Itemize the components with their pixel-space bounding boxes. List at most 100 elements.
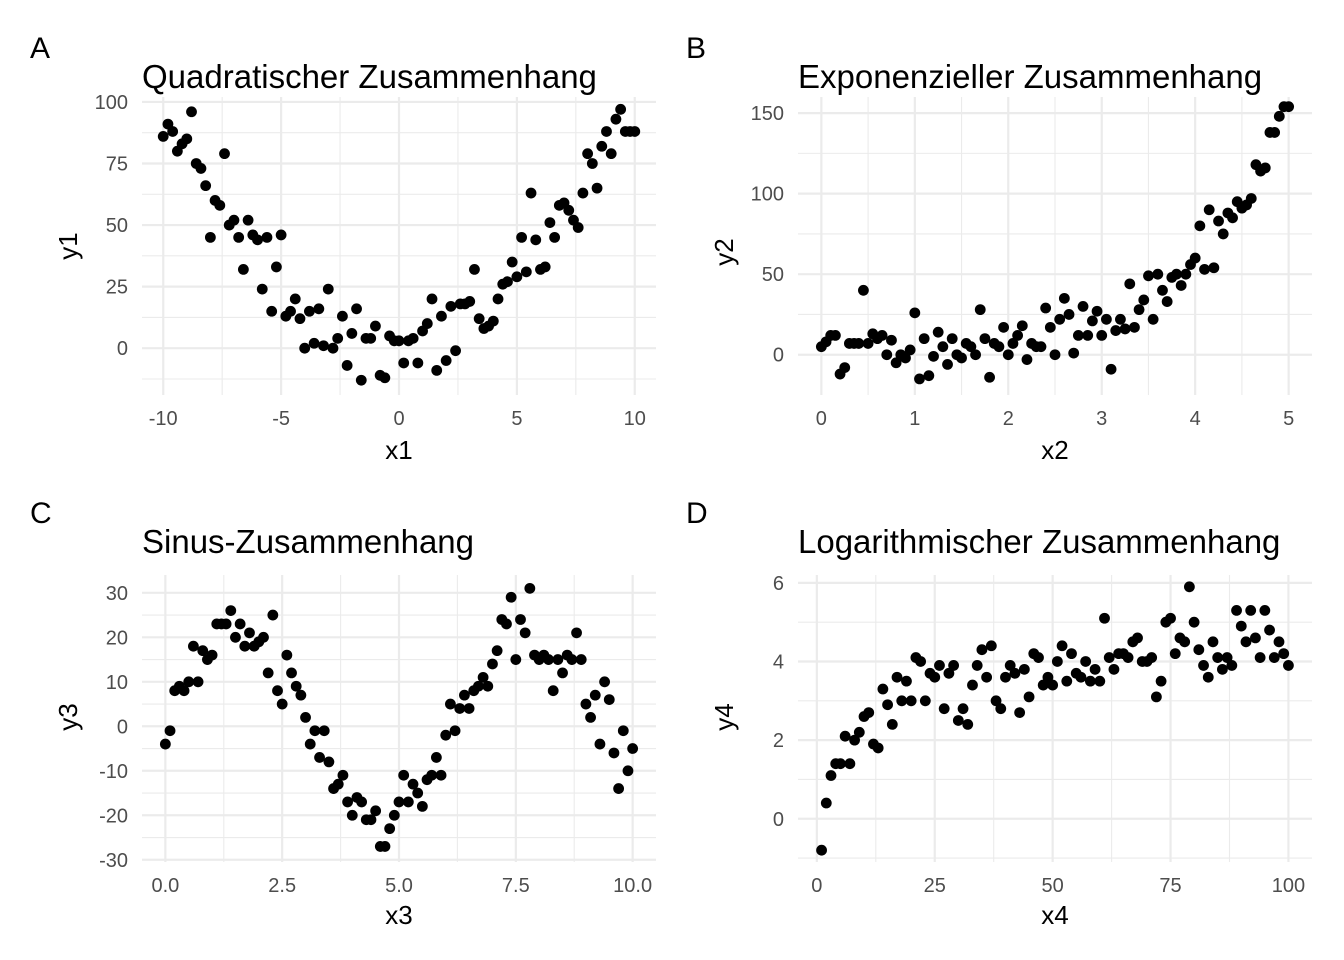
panel-a-point — [582, 148, 594, 160]
panel-b-point — [1217, 228, 1229, 240]
panel-a-point — [506, 256, 518, 268]
panel-a-point — [351, 303, 362, 315]
panel-d-point — [1212, 652, 1224, 663]
panel-c-point — [566, 654, 578, 665]
panel-d-point — [1259, 604, 1271, 616]
panel-b-point — [942, 358, 953, 370]
panel-d-point — [948, 660, 960, 671]
panel-b-point — [1016, 320, 1028, 332]
panel-c-point — [239, 640, 251, 652]
panel-c-point — [608, 747, 620, 759]
panel-c-y-tick-label: -20 — [99, 805, 128, 827]
panel-c-point — [393, 796, 405, 808]
panel-d-point — [1084, 675, 1096, 687]
panel-c-point — [463, 703, 475, 714]
panel-b-point — [890, 357, 902, 369]
panel-d-point — [896, 695, 908, 707]
panel-d-point — [1273, 636, 1285, 648]
panel-d-point — [1099, 612, 1110, 624]
panel-a-point — [487, 315, 499, 327]
panel-a-point — [407, 332, 419, 344]
panel-b-x-tick-label: 0 — [816, 408, 827, 430]
panel-b-point — [946, 333, 958, 345]
panel-a-point — [370, 320, 381, 332]
panel-d-point — [1240, 636, 1252, 648]
panel-a-point — [294, 313, 306, 325]
panel-a-xlabel: x1 — [385, 435, 412, 465]
panel-d-point — [1264, 624, 1275, 636]
panel-a-x-tick-label: -10 — [149, 408, 178, 430]
panel-a-point — [266, 305, 278, 317]
panel-b-point — [858, 284, 869, 296]
panel-b-point — [829, 330, 841, 341]
panel-b-point — [1227, 212, 1238, 224]
panel-d-point — [1000, 671, 1011, 683]
panel-d-point — [1004, 660, 1016, 671]
panel-b-point — [1203, 204, 1215, 216]
panel-c-tag: C — [30, 497, 52, 530]
panel-b-point — [1283, 101, 1295, 113]
panel-b-point — [1091, 305, 1103, 317]
panel-a-x-tick-label: 5 — [511, 408, 522, 430]
panel-d-point — [1066, 648, 1077, 660]
panel-b-point — [1072, 330, 1084, 341]
panel-c-point — [599, 676, 610, 688]
panel-c-point — [225, 605, 237, 616]
panel-d-point — [839, 730, 851, 742]
panel-d-point — [1198, 660, 1209, 671]
panel-d-x-tick-label: 25 — [924, 875, 946, 897]
panel-a-point — [549, 231, 561, 243]
panel-c-point — [388, 809, 400, 821]
panel-b-points — [815, 101, 1295, 385]
panel-a-point — [421, 318, 433, 329]
panel-a-point — [341, 360, 353, 371]
panel-a-point — [450, 345, 461, 357]
panel-b-point — [1035, 341, 1047, 353]
panel-b-point — [1180, 268, 1192, 280]
panel-c-x-tick-label: 10.0 — [613, 875, 652, 897]
panel-d-point — [1047, 679, 1059, 691]
panel-d-point — [825, 770, 837, 781]
panel-c-point — [627, 743, 639, 754]
panel-c-point — [323, 756, 335, 768]
panel-c-point — [384, 823, 396, 835]
panel-c-point — [314, 752, 325, 763]
panel-a-point — [591, 182, 603, 194]
panel-c-point — [290, 680, 302, 692]
panel-a-y-tick-label: 0 — [117, 338, 128, 360]
panel-a-point — [365, 332, 377, 344]
panel-d: D Logarithmischer Zusammenhang 0 25 50 75 10… — [686, 497, 1312, 930]
panel-b-point — [1077, 301, 1089, 312]
panel-b-point — [1007, 338, 1019, 349]
panel-a-grid — [142, 97, 656, 395]
panel-a-point — [520, 266, 532, 278]
panel-d-title: Logarithmischer Zusammenhang — [798, 523, 1280, 560]
panel-a-point — [157, 131, 169, 142]
panel-a-x-tick-label: -5 — [272, 408, 290, 430]
panel-c-point — [159, 738, 171, 750]
panel-b-point — [1068, 347, 1080, 359]
panel-a-point — [214, 199, 226, 211]
panel-c-x-tick-label: 2.5 — [268, 875, 296, 897]
panel-d-point — [1094, 675, 1106, 687]
panel-a-points — [157, 103, 641, 386]
panel-d-point — [967, 679, 978, 691]
panel-b-point — [1199, 263, 1210, 275]
panel-b-ylabel: y2 — [709, 238, 739, 265]
panel-c-point — [557, 667, 568, 679]
panel-c-point — [183, 676, 195, 688]
panel-a-point — [379, 372, 391, 384]
panel-d-point — [901, 675, 912, 687]
panel-c-y-tick-label: 10 — [106, 672, 128, 694]
panel-c-tick-labels: 0.0 2.5 5.0 7.5 10.0 -30 -20 -10 0 10 20 30 — [99, 583, 652, 897]
panel-c-point — [220, 618, 232, 630]
panel-a-point — [615, 103, 627, 115]
panel-a-point — [436, 310, 447, 322]
panel-b-point — [1086, 315, 1098, 327]
panel-a-point — [261, 231, 273, 243]
panel-c-point — [519, 627, 531, 639]
panel-c-point — [487, 658, 498, 670]
panel-b-point — [1208, 262, 1220, 274]
panel-a-point — [289, 293, 301, 305]
